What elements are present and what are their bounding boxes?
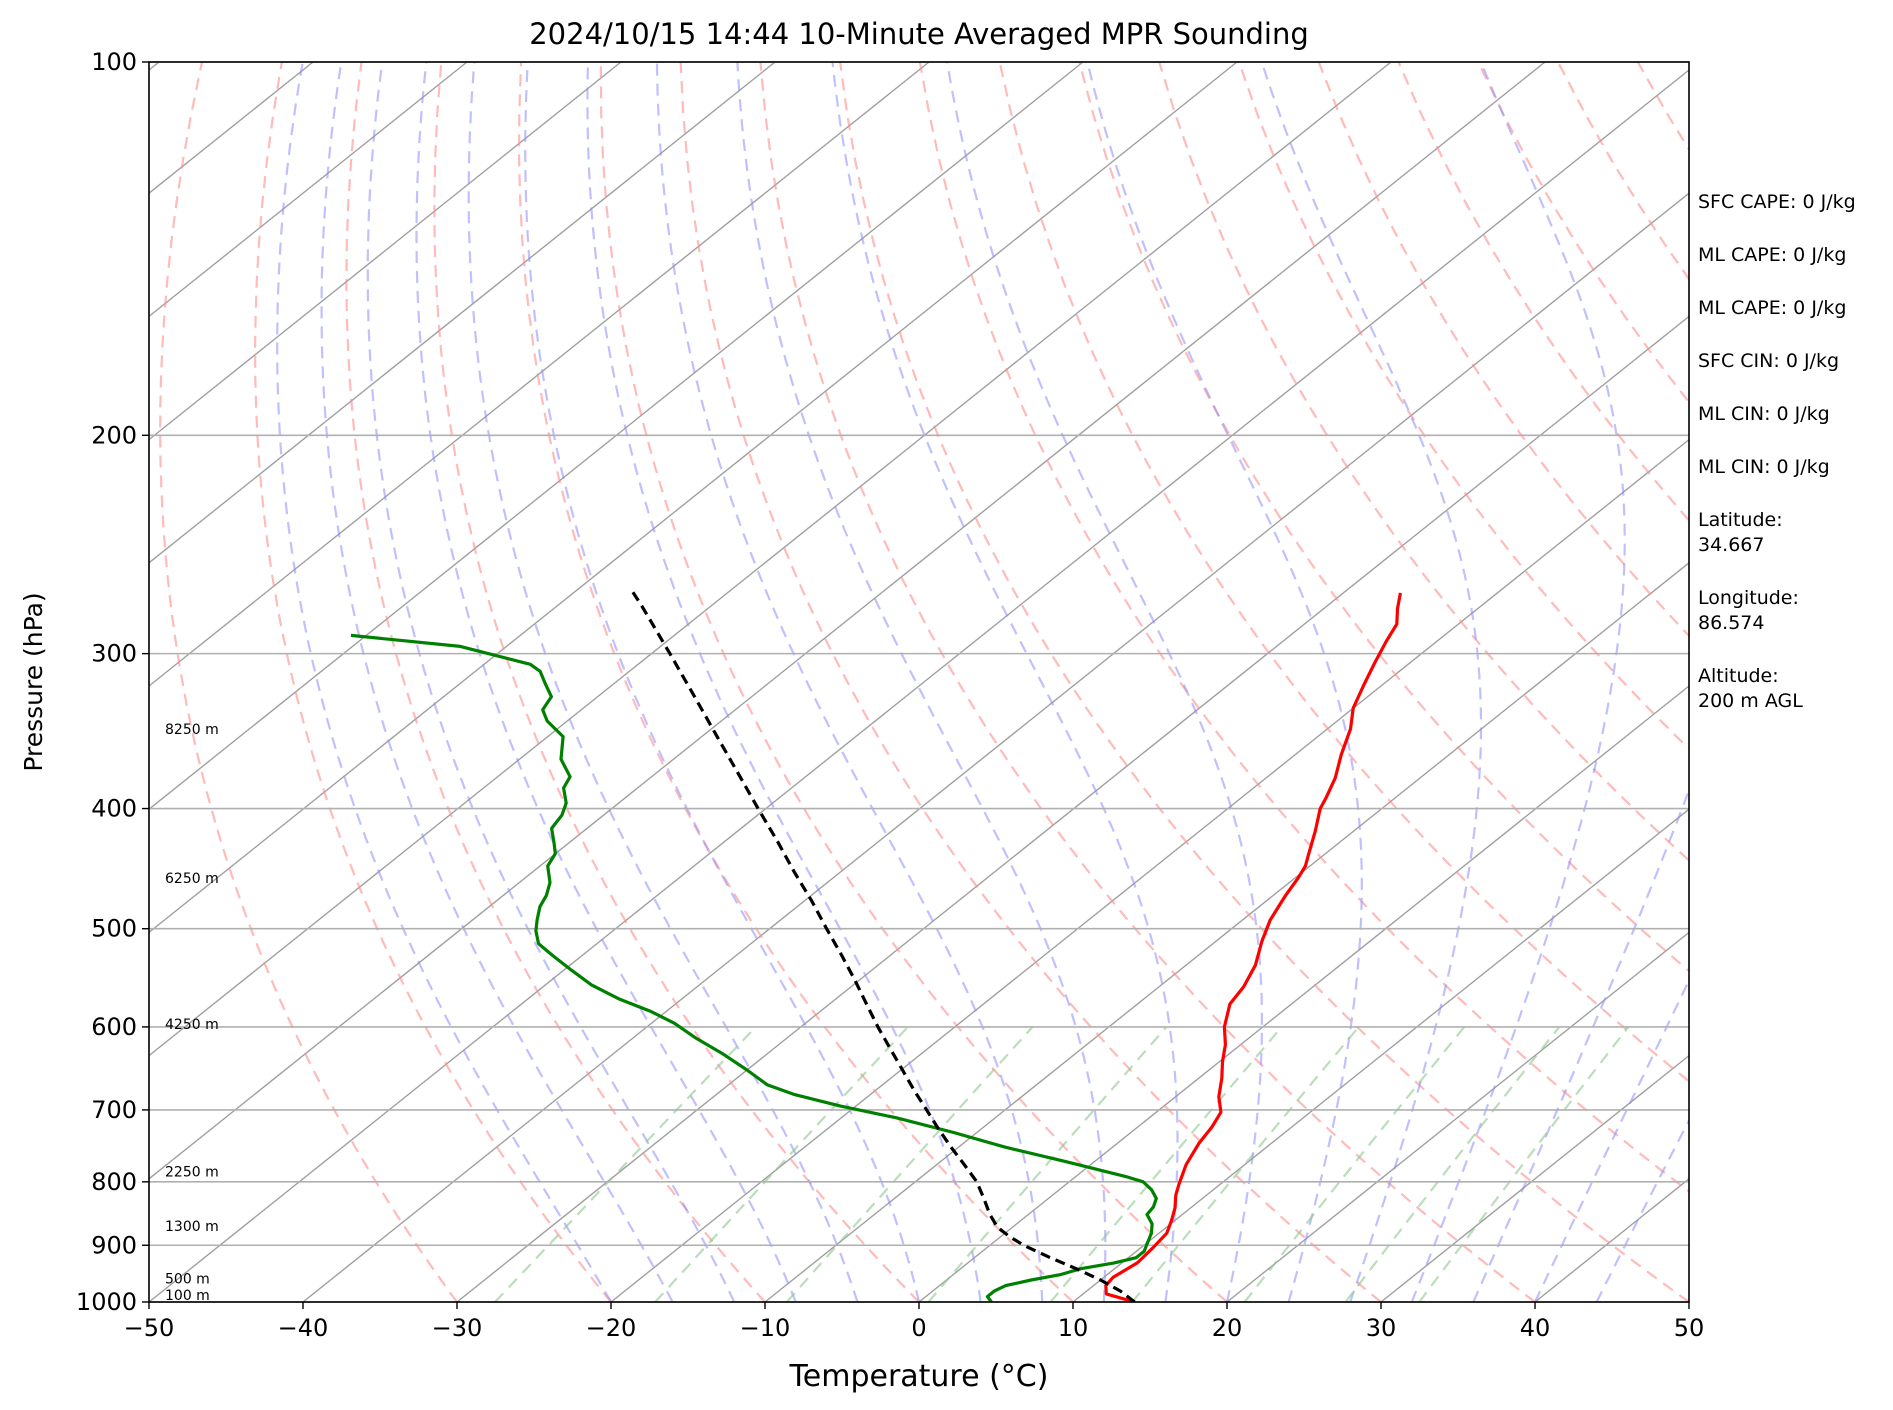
x-tick-label: −40 <box>278 1314 329 1342</box>
x-axis-label: Temperature (°C) <box>789 1359 1049 1394</box>
latitude-stat: Latitude: 34.667 <box>1698 508 1888 558</box>
dry-adiabat-line <box>681 62 1381 1302</box>
x-tick-label: 40 <box>1520 1314 1551 1342</box>
dewpoint-profile-line <box>351 635 1156 1302</box>
altitude-stat: Altitude: 200 m AGL <box>1698 664 1888 714</box>
dry-adiabat-line <box>601 62 1227 1302</box>
y-tick-label: 1000 <box>76 1288 137 1316</box>
altitude-value: 200 m AGL <box>1698 689 1888 714</box>
x-tick-label: −30 <box>432 1314 483 1342</box>
height-label: 4250 m <box>165 1017 219 1033</box>
ml-cin-stat-2: ML CIN: 0 J/kg <box>1698 455 1888 480</box>
y-tick-label: 500 <box>91 915 137 943</box>
y-tick-label: 700 <box>91 1096 137 1124</box>
background-guides <box>0 62 1893 1302</box>
isotherm-line <box>0 62 467 1302</box>
moist-adiabat-line <box>368 62 734 1302</box>
moist-adiabat-line <box>1087 62 1361 1302</box>
y-tick-label: 100 <box>91 48 137 76</box>
sfc-cin-stat: SFC CIN: 0 J/kg <box>1698 349 1888 374</box>
mixing-ratio-line <box>787 1027 1033 1302</box>
moist-adiabat-line <box>1262 62 1481 1302</box>
moist-adiabat-line <box>417 62 796 1302</box>
axis-ticks: 1002003004005006007008009001000−50−40−30… <box>76 48 1704 1342</box>
x-tick-label: 50 <box>1674 1314 1705 1342</box>
ml-cape-stat-2: ML CAPE: 0 J/kg <box>1698 296 1888 321</box>
x-tick-label: −20 <box>586 1314 637 1342</box>
y-tick-label: 600 <box>91 1013 137 1041</box>
longitude-label: Longitude: <box>1698 586 1888 611</box>
x-tick-label: 20 <box>1212 1314 1243 1342</box>
y-tick-label: 800 <box>91 1168 137 1196</box>
height-label: 500 m <box>165 1271 210 1287</box>
ml-cin-stat: ML CIN: 0 J/kg <box>1698 402 1888 427</box>
mixing-ratio-line <box>495 1027 756 1302</box>
latitude-value: 34.667 <box>1698 533 1888 558</box>
height-label: 1300 m <box>165 1219 219 1235</box>
mixing-ratio-line <box>1419 1027 1628 1302</box>
x-tick-label: 10 <box>1058 1314 1089 1342</box>
x-tick-label: −50 <box>124 1314 175 1342</box>
x-tick-label: −10 <box>740 1314 791 1342</box>
longitude-stat: Longitude: 86.574 <box>1698 586 1888 636</box>
isotherm-line <box>457 62 1893 1302</box>
mixing-ratio-line <box>1051 1027 1282 1302</box>
x-tick-label: 0 <box>911 1314 926 1342</box>
height-label: 2250 m <box>165 1165 219 1181</box>
moist-adiabat-line <box>322 62 673 1302</box>
longitude-value: 86.574 <box>1698 611 1888 636</box>
y-tick-label: 200 <box>91 421 137 449</box>
ml-cape-stat: ML CAPE: 0 J/kg <box>1698 243 1888 268</box>
isotherm-line <box>0 62 929 1302</box>
moist-adiabat-line <box>277 62 611 1302</box>
pressure-gridlines <box>149 62 1689 1302</box>
sounding-stats-panel: SFC CAPE: 0 J/kg ML CAPE: 0 J/kg ML CAPE… <box>1698 190 1888 742</box>
isotherm-line <box>149 62 1699 1302</box>
moist-adiabat-line <box>947 62 1262 1302</box>
height-label: 100 m <box>165 1288 210 1304</box>
isotherm-line <box>0 62 5 1302</box>
sfc-cape-stat: SFC CAPE: 0 J/kg <box>1698 190 1888 215</box>
moist-adiabat-line <box>469 62 858 1302</box>
sounding-profiles <box>351 589 1401 1302</box>
y-tick-label: 400 <box>91 795 137 823</box>
dry-adiabat-line <box>840 62 1689 1302</box>
isotherm-line <box>303 62 1853 1302</box>
chart-title: 2024/10/15 14:44 10-Minute Averaged MPR … <box>529 17 1309 51</box>
mixing-ratio-line <box>1346 1027 1560 1302</box>
y-tick-label: 300 <box>91 640 137 668</box>
dry-adiabat-line <box>760 62 1535 1302</box>
latitude-label: Latitude: <box>1698 508 1888 533</box>
altitude-label: Altitude: <box>1698 664 1888 689</box>
x-tick-label: 30 <box>1366 1314 1397 1342</box>
height-label: 6250 m <box>165 871 219 887</box>
y-axis-label: Pressure (hPa) <box>19 592 48 771</box>
height-label: 8250 m <box>165 722 219 738</box>
plot-frame <box>149 62 1689 1302</box>
y-tick-label: 900 <box>91 1231 137 1259</box>
mixing-ratio-line <box>655 1027 908 1302</box>
moist-adiabat-line <box>588 62 981 1302</box>
moist-adiabat-line <box>525 62 919 1302</box>
